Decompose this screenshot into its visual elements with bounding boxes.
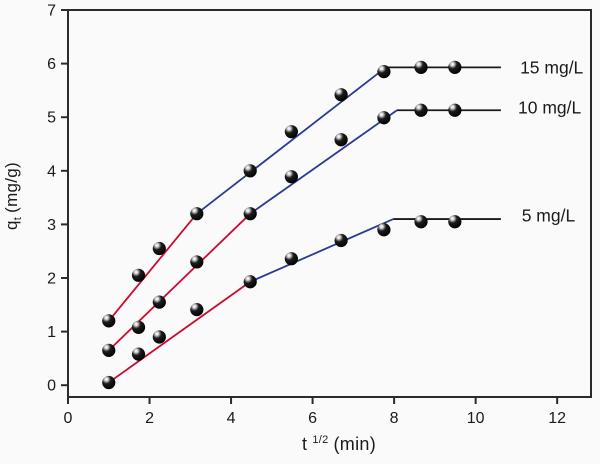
data-point (102, 314, 116, 328)
x-tick-label: 4 (227, 410, 236, 427)
data-point (334, 233, 348, 248)
data-point (190, 207, 204, 221)
data-point (190, 255, 204, 269)
data-point (284, 252, 298, 266)
x-tick-label: 6 (308, 410, 317, 427)
data-point (102, 343, 116, 357)
data-point (377, 111, 391, 125)
y-tick-label: 3 (47, 217, 56, 234)
x-tick-label: 10 (467, 410, 485, 427)
data-point (334, 133, 348, 147)
data-point (243, 275, 257, 289)
plot-frame (67, 9, 592, 398)
data-point (377, 223, 391, 237)
fit-line-segment (108, 281, 251, 384)
fit-line-segment (196, 66, 387, 215)
y-axis-title-subscript: t (12, 216, 24, 221)
data-point (448, 103, 462, 117)
data-point (414, 60, 428, 74)
y-tick-label: 2 (47, 271, 56, 288)
series-label: 15 mg/L (520, 57, 583, 77)
fit-line-segment (108, 213, 198, 322)
data-point (448, 215, 462, 229)
y-axis-title: qt (mg/g) (2, 162, 24, 230)
data-point (131, 268, 146, 282)
data-point (284, 125, 298, 139)
data-point (284, 170, 298, 184)
x-axis-title-base: t (302, 434, 308, 454)
x-axis-title-exponent: 1/2 (312, 434, 329, 446)
data-point (377, 65, 391, 79)
data-point (102, 375, 116, 390)
data-point (152, 241, 166, 256)
y-tick-label: 5 (47, 110, 56, 127)
data-point (131, 320, 146, 334)
data-point (131, 347, 146, 361)
fit-line-segment (249, 109, 398, 215)
data-point (152, 330, 166, 344)
x-tick-label: 2 (145, 410, 154, 427)
data-point (190, 303, 204, 317)
y-axis-title-base: q (2, 220, 21, 231)
y-tick-label: 4 (47, 163, 56, 180)
series-label: 5 mg/L (522, 205, 576, 225)
y-tick-label: 7 (47, 3, 56, 20)
x-axis-title: t 1/2 (min) (302, 434, 376, 455)
data-point (414, 215, 428, 229)
data-point (152, 295, 166, 309)
y-tick-label: 6 (47, 56, 56, 73)
x-tick-label: 8 (390, 410, 399, 427)
data-point (448, 60, 462, 74)
y-tick-label: 1 (47, 324, 56, 341)
data-point (243, 164, 257, 178)
fit-line-segment (249, 218, 394, 283)
x-axis-title-units: (min) (333, 434, 377, 454)
series-label: 10 mg/L (518, 98, 581, 118)
y-tick-label: 0 (47, 378, 56, 395)
data-point (334, 88, 348, 102)
data-point (243, 207, 257, 221)
data-point (414, 103, 428, 117)
x-tick-label: 0 (64, 410, 73, 427)
x-tick-label: 12 (548, 410, 566, 427)
y-axis-title-units: (mg/g) (2, 161, 21, 213)
